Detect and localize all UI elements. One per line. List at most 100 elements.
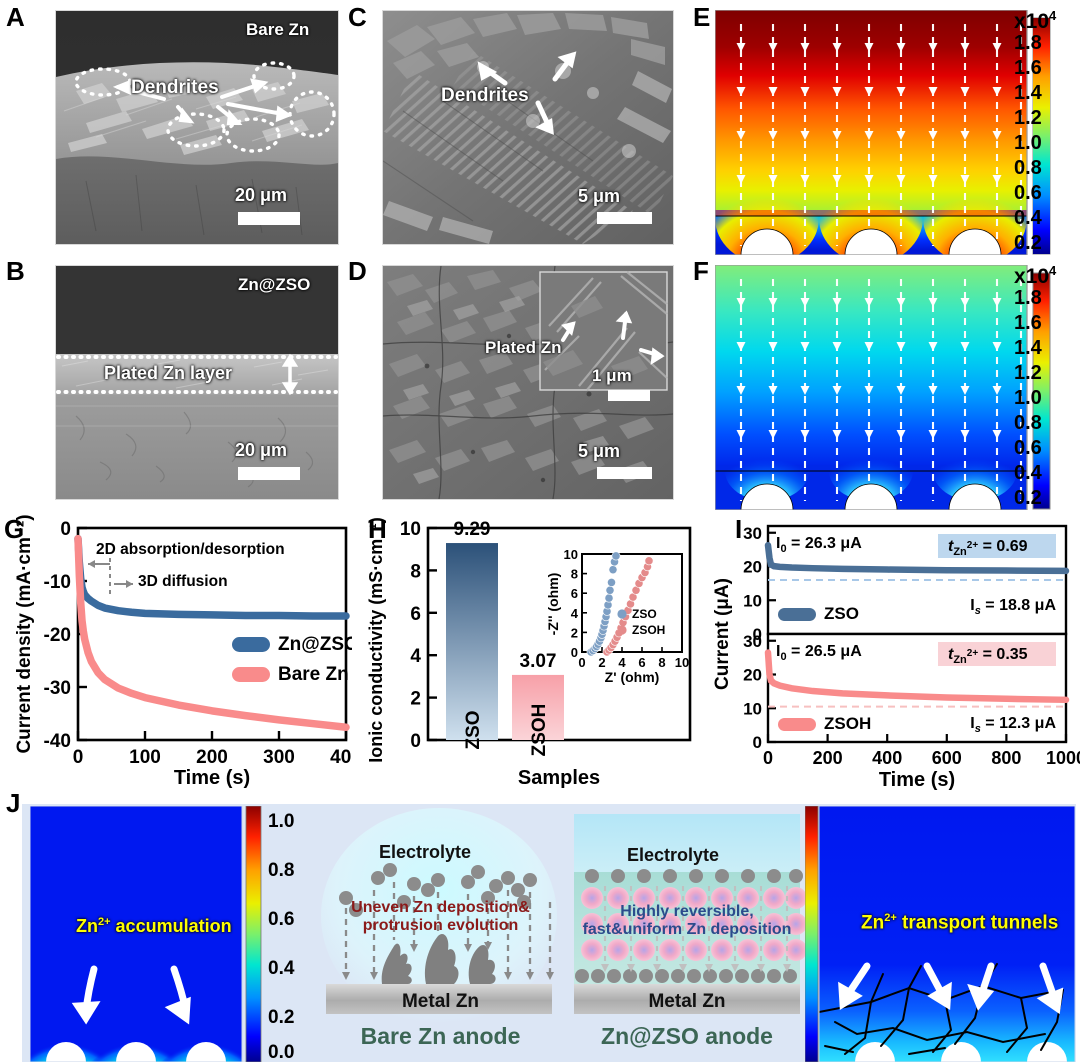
panel-j-znzso-electrolyte-label: Electrolyte	[627, 845, 720, 865]
svg-text:800: 800	[991, 748, 1021, 768]
svg-text:300: 300	[263, 747, 295, 768]
panel-d-scalebar-label: 5 μm	[578, 441, 621, 461]
panel-f-colorbar-exponent: x104	[1014, 263, 1057, 288]
panel-letter-f: F	[693, 256, 709, 286]
panel-j-left-simulation	[30, 806, 262, 1062]
svg-text:ZSO: ZSO	[632, 607, 657, 621]
panel-g-chart: -40 -30 -20 -10 0 0 100 200 300 400 2D absorption/…	[0, 512, 352, 792]
svg-text:0: 0	[60, 519, 71, 540]
panel-j-left-colorbar-ticks: 1.0 0.8 0.6 0.4 0.2 0.0	[268, 811, 295, 1063]
svg-text:3D diffusion: 3D diffusion	[138, 573, 228, 590]
panel-b-scalebar	[238, 467, 300, 480]
svg-text:-20: -20	[44, 625, 71, 646]
svg-text:0: 0	[763, 748, 773, 768]
panel-c-scalebar-label: 5 μm	[578, 186, 621, 206]
svg-text:9.29: 9.29	[454, 519, 491, 540]
panel-letter-d: D	[348, 256, 367, 286]
svg-text:2D absorption/desorption: 2D absorption/desorption	[96, 541, 285, 558]
svg-text:10: 10	[400, 519, 421, 540]
panel-a-sem-image	[55, 10, 339, 245]
svg-text:I0 = 26.5 μA: I0 = 26.5 μA	[776, 643, 862, 663]
svg-text:10: 10	[675, 655, 689, 670]
panel-d-inset-scalebar-label: 1 μm	[592, 366, 632, 385]
panel-letter-i: I	[735, 514, 743, 544]
svg-text:30: 30	[743, 632, 762, 651]
panel-c-sem-image	[382, 10, 674, 245]
svg-text:-Z'' (ohm): -Z'' (ohm)	[545, 573, 561, 636]
panel-letter-c: C	[348, 2, 367, 32]
panel-c-scalebar	[597, 212, 652, 224]
svg-text:30: 30	[743, 524, 762, 543]
svg-text:ZSOH: ZSOH	[632, 623, 665, 637]
svg-text:Zn@ZSO: Zn@ZSO	[278, 634, 352, 655]
panel-j-left-annotation: Zn2+ accumulation	[76, 916, 232, 936]
svg-text:Current (μA): Current (μA)	[712, 578, 733, 690]
panel-b-title: Zn@ZSO	[238, 275, 311, 294]
svg-text:8: 8	[571, 567, 578, 582]
svg-text:Time (s): Time (s)	[174, 767, 250, 789]
panel-f-colorbar-ticks: 1.8 1.6 1.4 1.2 1.0 0.8 0.6 0.4 0.2	[1014, 287, 1042, 509]
panel-d-sem-image	[382, 265, 674, 500]
svg-text:Is = 18.8 μA: Is = 18.8 μA	[970, 597, 1056, 617]
svg-text:Time (s): Time (s)	[879, 769, 955, 791]
svg-text:400: 400	[872, 748, 902, 768]
svg-text:Ionic conductivity (mS·cm⁻¹): Ionic conductivity (mS·cm⁻¹)	[366, 517, 386, 763]
panel-b-annotation-plated-layer: Plated Zn layer	[104, 363, 233, 383]
panel-j-bare-process-label: Uneven Zn deposition& protrusion evoluti…	[351, 899, 530, 935]
panel-j-right-annotation: Zn2+ transport tunnels	[861, 912, 1059, 934]
svg-text:0: 0	[578, 655, 585, 670]
svg-text:0: 0	[753, 625, 762, 644]
panel-a-title: Bare Zn	[246, 20, 310, 39]
svg-text:0: 0	[571, 645, 578, 660]
svg-text:2: 2	[571, 625, 578, 640]
svg-text:20: 20	[743, 558, 762, 577]
svg-text:2: 2	[410, 689, 421, 710]
panel-j-bare-electrolyte-label: Electrolyte	[379, 842, 472, 862]
panel-letter-e: E	[693, 2, 711, 32]
panel-c-annotation-dendrites: Dendrites	[441, 85, 529, 106]
panel-a-scalebar	[238, 212, 300, 225]
svg-text:4: 4	[618, 655, 626, 670]
svg-text:10: 10	[743, 591, 762, 610]
svg-text:Bare Zn: Bare Zn	[278, 664, 349, 685]
svg-text:3.07: 3.07	[520, 651, 557, 672]
svg-text:tZn2+ = 0.35: tZn2+ = 0.35	[948, 646, 1028, 666]
panel-a-scalebar-label: 20 μm	[235, 185, 288, 205]
panel-j-bare-zn-schematic	[318, 806, 560, 1062]
panel-e-colorbar-ticks: 1.8 1.6 1.4 1.2 1.0 0.8 0.6 0.4 0.2	[1014, 32, 1042, 254]
svg-text:400: 400	[330, 747, 352, 768]
panel-letter-j: J	[6, 788, 21, 818]
svg-text:100: 100	[129, 747, 161, 768]
panel-j-right-simulation	[805, 806, 1075, 1062]
svg-text:2: 2	[598, 655, 605, 670]
svg-text:ZSOH: ZSOH	[529, 704, 550, 757]
panel-b-scalebar-label: 20 μm	[235, 440, 288, 460]
panel-e-colorbar-exponent: x104	[1014, 8, 1057, 33]
panel-d-scalebar	[597, 467, 652, 479]
svg-text:200: 200	[813, 748, 843, 768]
panel-j-znzso-metal-label: Metal Zn	[648, 991, 726, 1012]
svg-text:20: 20	[743, 666, 762, 685]
svg-text:-40: -40	[44, 731, 71, 752]
panel-j-znzso-schematic	[566, 806, 808, 1062]
panel-letter-a: A	[6, 2, 25, 32]
panel-j-bare-metal-label: Metal Zn	[401, 991, 480, 1012]
svg-text:4: 4	[410, 646, 421, 667]
svg-text:6: 6	[410, 604, 421, 625]
svg-text:tZn2+ = 0.69: tZn2+ = 0.69	[948, 538, 1028, 558]
panel-d-inset-scalebar	[608, 390, 650, 401]
panel-i-chart: 10 20 30 0 I0 = 26.3 μA tZn2+ = 0.69 Is = 18.8…	[706, 512, 1080, 797]
svg-text:4: 4	[571, 606, 579, 621]
svg-text:Current density (mA·cm⁻²): Current density (mA·cm⁻²)	[14, 514, 35, 753]
panel-j-znzso-process-label: Highly reversible, fast&uniform Zn depos…	[582, 903, 792, 939]
svg-text:ZSO: ZSO	[463, 710, 484, 749]
svg-text:ZSO: ZSO	[824, 604, 859, 623]
panel-j-bare-caption: Bare Zn anode	[360, 1023, 521, 1049]
svg-text:-30: -30	[44, 678, 71, 699]
svg-text:I0 = 26.3 μA: I0 = 26.3 μA	[776, 535, 862, 555]
svg-text:Samples: Samples	[518, 767, 600, 789]
panel-j-znzso-caption: Zn@ZSO anode	[601, 1023, 773, 1049]
panel-a-annotation-dendrites: Dendrites	[131, 77, 219, 98]
